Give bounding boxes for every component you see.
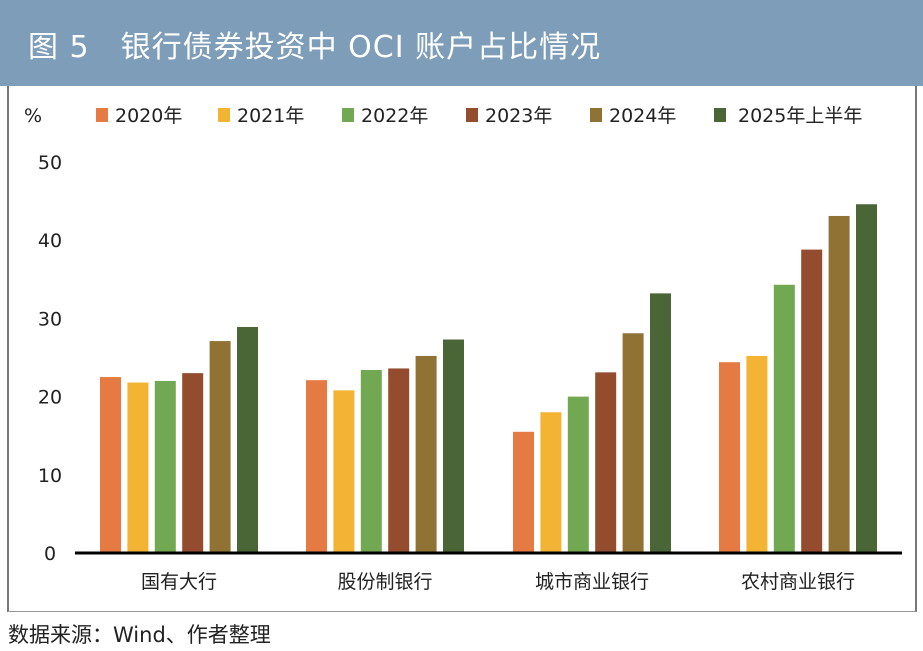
legend-label: 2021年 [237,105,304,127]
x-tick-label: 农村商业银行 [741,571,855,593]
bar-4-2025年上半年 [856,204,877,553]
bar-2-2020年 [306,380,327,553]
chart-frame [7,86,917,612]
bar-4-2020年 [719,362,740,553]
source-note: 数据来源：Wind、作者整理 [8,623,271,647]
y-tick-label: 0 [44,543,56,565]
bar-3-2022年 [567,396,589,553]
bar-4-2022年 [773,284,795,553]
bar-4-2024年 [828,215,850,553]
legend-label: 2022年 [361,105,428,127]
bar-4-2021年 [746,355,768,553]
y-tick-label: 50 [38,152,62,174]
y-tick-label: 10 [38,465,62,487]
bar-2-2021年 [333,390,355,553]
bar-3-2023年 [595,372,617,553]
legend-swatch [96,108,108,122]
y-tick-label: 40 [38,230,62,252]
legend-swatch [218,108,230,122]
legend-swatch [714,108,726,122]
y-tick-label: 30 [38,308,62,330]
x-tick-label: 国有大行 [141,571,217,593]
title-banner: 图 5 银行债券投资中 OCI 账户占比情况 [0,0,923,86]
bar-2-2024年 [415,355,437,553]
legend-swatch [590,108,602,122]
legend-swatch [342,108,354,122]
bar-1-2023年 [182,373,204,553]
bar-1-2025年上半年 [237,327,258,553]
bar-2-2023年 [388,368,410,553]
legend-label: 2020年 [115,105,182,127]
y-axis-unit: % [24,105,42,127]
chart-title: 图 5 银行债券投资中 OCI 账户占比情况 [28,30,602,65]
bar-3-2021年 [540,412,562,553]
bar-1-2022年 [154,380,176,553]
bar-2-2022年 [360,370,382,553]
bar-3-2025年上半年 [650,293,671,553]
legend-label: 2025年上半年 [738,105,862,127]
x-tick-label: 城市商业银行 [535,571,649,593]
x-tick-label: 股份制银行 [337,571,432,593]
bar-3-2024年 [622,333,644,553]
bar-2-2025年上半年 [443,339,464,553]
legend-label: 2023年 [485,105,552,127]
bar-1-2021年 [127,382,149,553]
legend-label: 2024年 [609,105,676,127]
bar-1-2024年 [209,341,231,553]
bar-1-2020年 [100,377,121,553]
y-tick-label: 20 [38,387,62,409]
bar-4-2023年 [801,249,823,554]
bar-3-2020年 [513,431,534,553]
legend-swatch [466,108,478,122]
